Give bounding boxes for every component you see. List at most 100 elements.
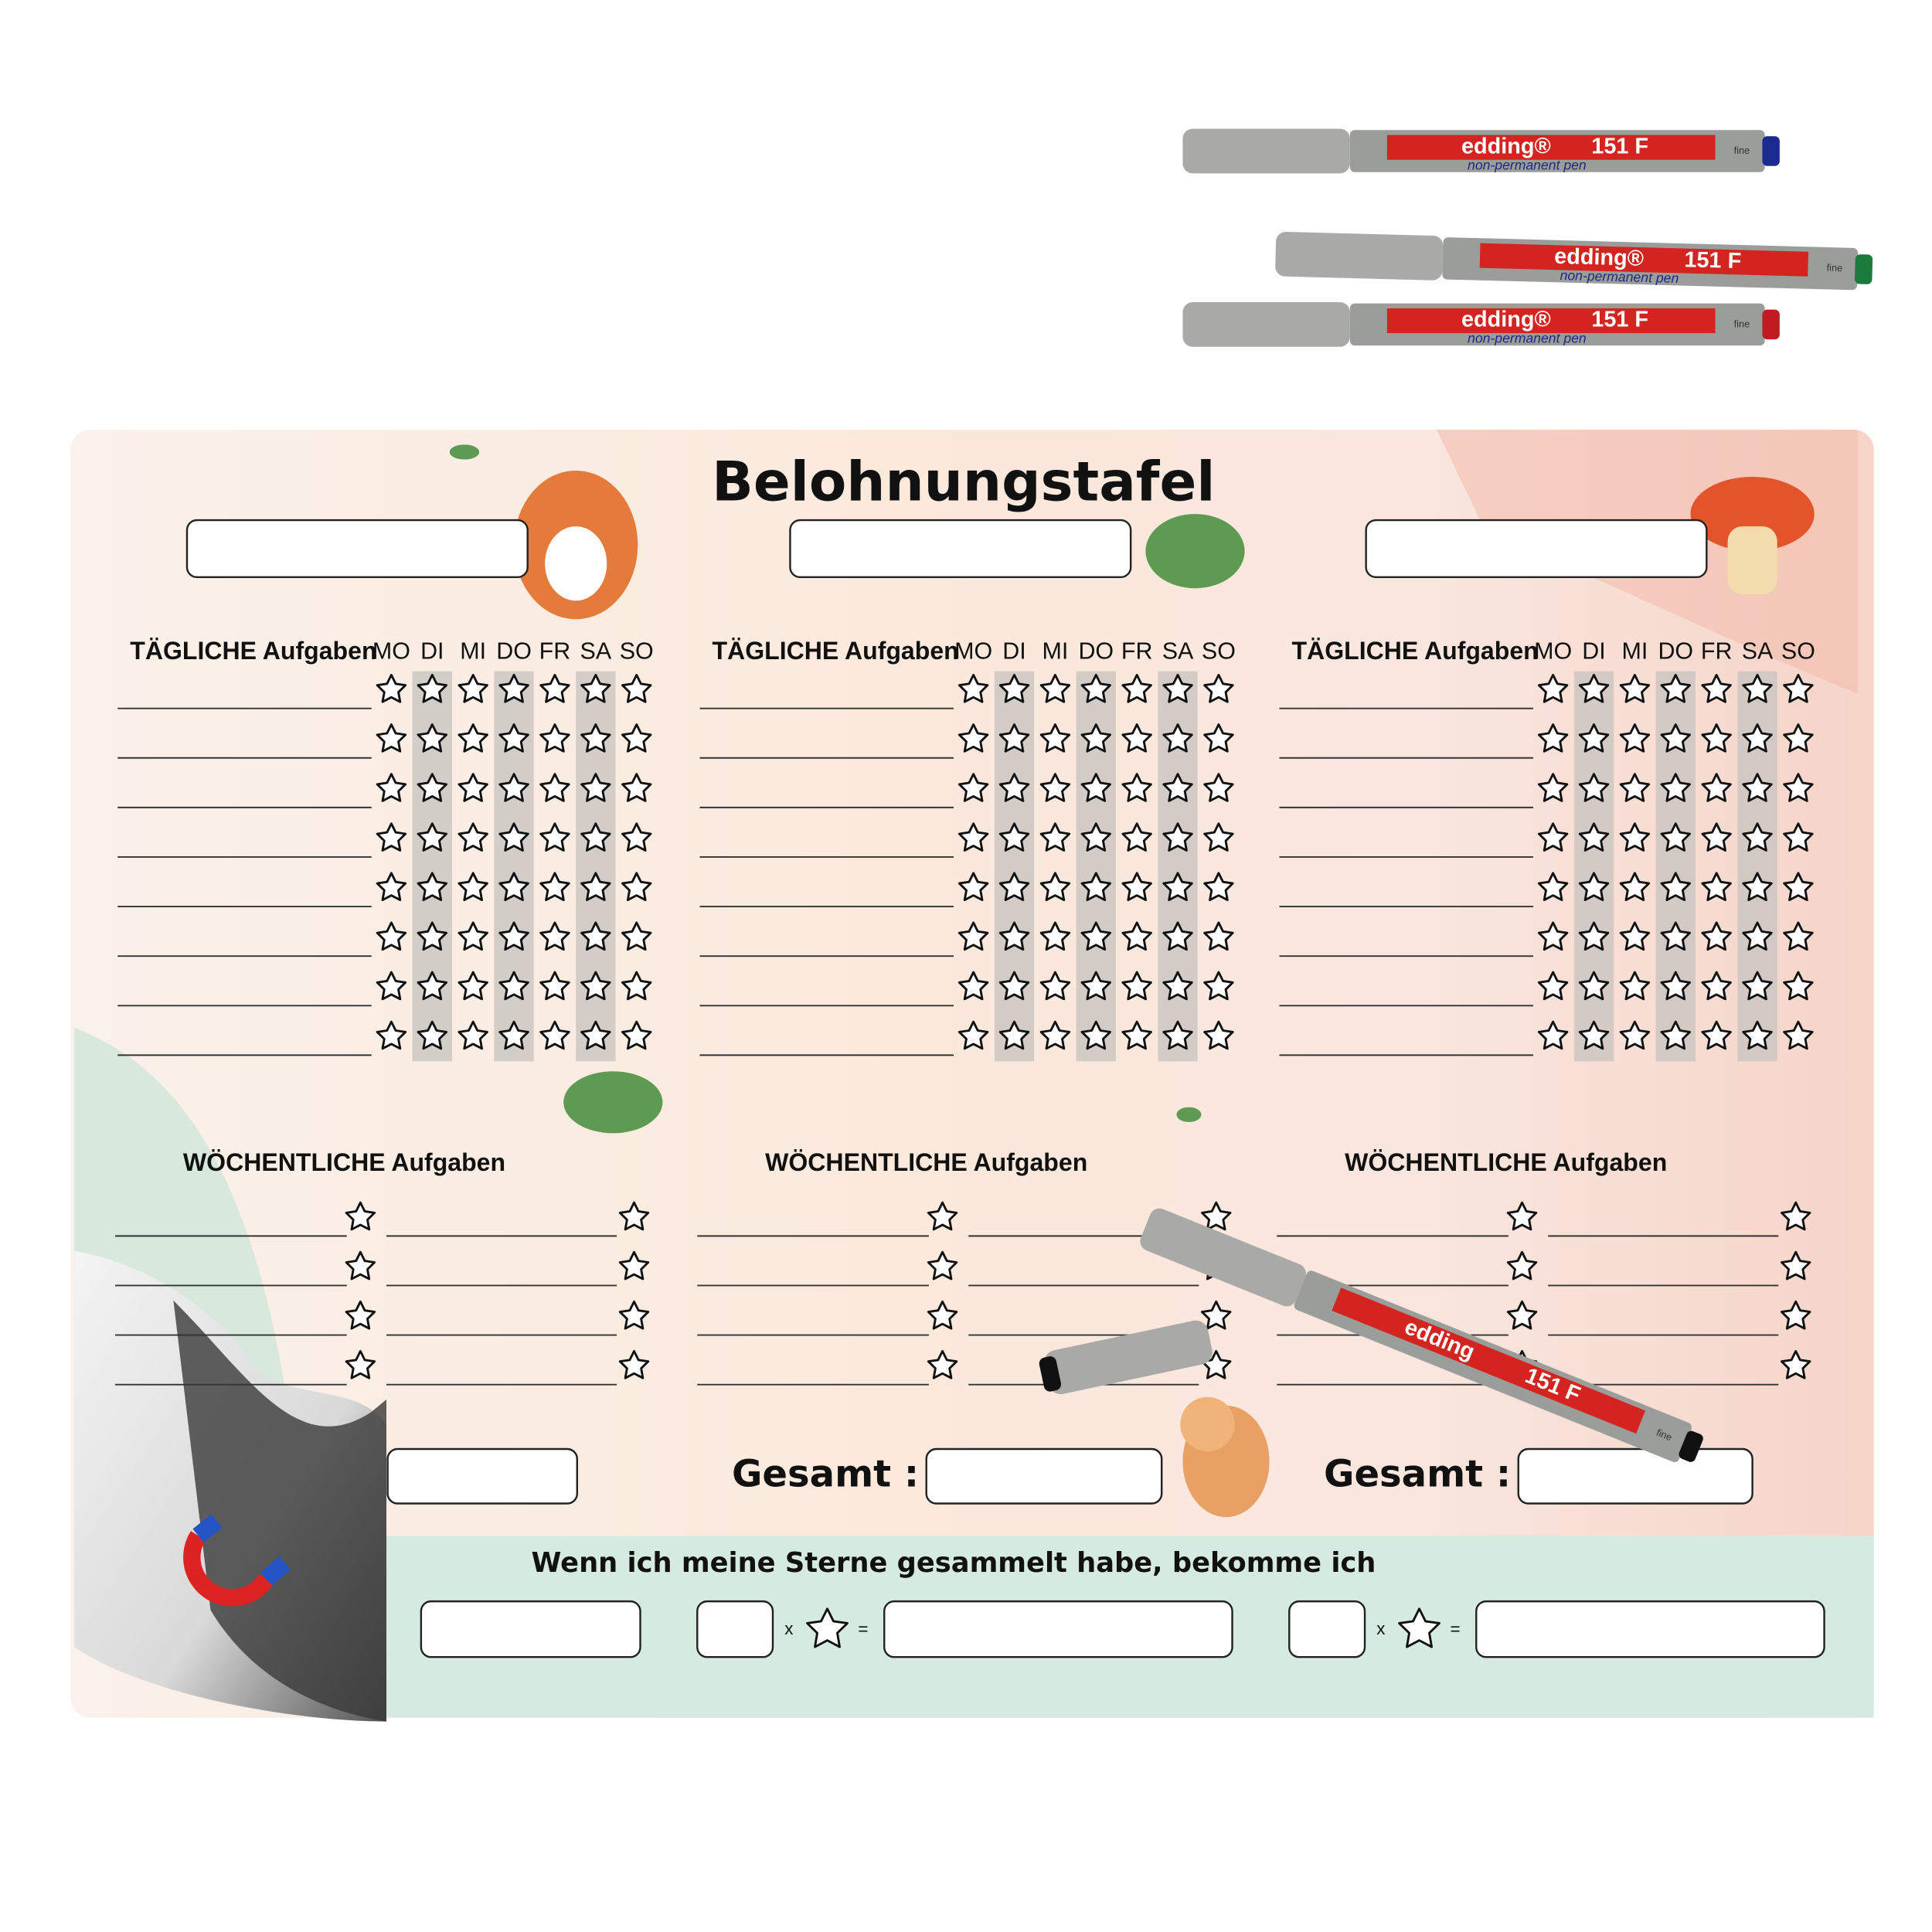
star [498, 971, 529, 1001]
star [1578, 822, 1610, 852]
star [1701, 971, 1732, 1001]
pen-subtitle: non-permanent pen [1468, 157, 1587, 172]
star [1162, 822, 1193, 852]
star [1506, 1300, 1538, 1330]
star [927, 1300, 958, 1330]
star [618, 1250, 650, 1281]
star [621, 773, 652, 802]
day-label: MO [372, 638, 410, 665]
day-label: SA [1162, 638, 1194, 665]
star [1783, 673, 1814, 703]
star [1742, 773, 1773, 802]
day-label: SA [1742, 638, 1774, 665]
star [457, 723, 488, 753]
star [1121, 723, 1152, 753]
day-label: MI [1621, 638, 1648, 665]
pen-model: 151 F [1591, 308, 1648, 332]
star [1783, 1020, 1814, 1050]
star [1121, 673, 1152, 703]
star [1783, 971, 1814, 1001]
star [618, 1349, 650, 1379]
star [1203, 773, 1234, 802]
star [345, 1250, 376, 1281]
star [998, 971, 1030, 1001]
star [1701, 872, 1732, 902]
star [539, 971, 570, 1001]
star [1080, 723, 1111, 753]
star [539, 673, 570, 703]
star [539, 822, 570, 852]
star [1701, 822, 1732, 852]
star [927, 1349, 958, 1379]
pen-brand: edding® [1554, 244, 1645, 271]
star [1537, 1020, 1569, 1050]
star [1039, 971, 1071, 1001]
star [1742, 822, 1773, 852]
total-box [1517, 1447, 1753, 1505]
star [1619, 921, 1651, 951]
star [1578, 673, 1610, 703]
total-box [386, 1447, 578, 1505]
star [621, 971, 652, 1001]
star [957, 872, 989, 902]
star [1162, 971, 1193, 1001]
star [957, 921, 989, 951]
star [1660, 921, 1691, 951]
star [376, 673, 407, 703]
star [1578, 872, 1610, 902]
star [1783, 921, 1814, 951]
star [1039, 872, 1071, 902]
star [957, 723, 989, 753]
star [621, 673, 652, 703]
star [1660, 773, 1691, 802]
star [1701, 921, 1732, 951]
star [539, 1020, 570, 1050]
pen-tip-label: fine [1826, 262, 1842, 274]
star [1537, 921, 1569, 951]
star [1742, 872, 1773, 902]
star [1742, 723, 1773, 753]
day-label: DI [420, 638, 444, 665]
star [1578, 773, 1610, 802]
star [1203, 872, 1234, 902]
pen: edding® 151 F non-permanent pen fine [1182, 128, 1780, 174]
daily-heading: TÄGLICHE Aufgaben [1291, 637, 1538, 665]
pen-label [1386, 308, 1716, 334]
day-label: DO [496, 638, 532, 665]
pen-brand: edding® [1461, 134, 1551, 158]
star [376, 723, 407, 753]
star [1742, 1020, 1773, 1050]
star [580, 773, 611, 802]
star [1783, 822, 1814, 852]
pen-label [1332, 1287, 1646, 1434]
times-sign: x [784, 1619, 793, 1638]
star [1203, 673, 1234, 703]
pen-model: 151 F [1684, 247, 1742, 274]
star [498, 1020, 529, 1050]
day-label: SA [580, 638, 612, 665]
star [498, 723, 529, 753]
day-label: SO [1202, 638, 1236, 665]
star [1203, 921, 1234, 951]
star [1162, 673, 1193, 703]
pen-cap [1140, 1208, 1306, 1307]
star [1080, 1020, 1111, 1050]
star [1203, 723, 1234, 753]
star [1537, 872, 1569, 902]
star [1619, 673, 1651, 703]
pen-brand: edding® [1461, 308, 1551, 332]
star [417, 723, 448, 753]
star [498, 921, 529, 951]
name-box [789, 519, 1132, 578]
star [1039, 1020, 1071, 1050]
star [457, 921, 488, 951]
star [1201, 1201, 1232, 1231]
star [376, 1020, 407, 1050]
name-box [1365, 519, 1708, 578]
star [498, 822, 529, 852]
day-label: SO [1781, 638, 1815, 665]
total-label: Gesamt : [732, 1452, 919, 1495]
reward-box [1475, 1600, 1825, 1658]
